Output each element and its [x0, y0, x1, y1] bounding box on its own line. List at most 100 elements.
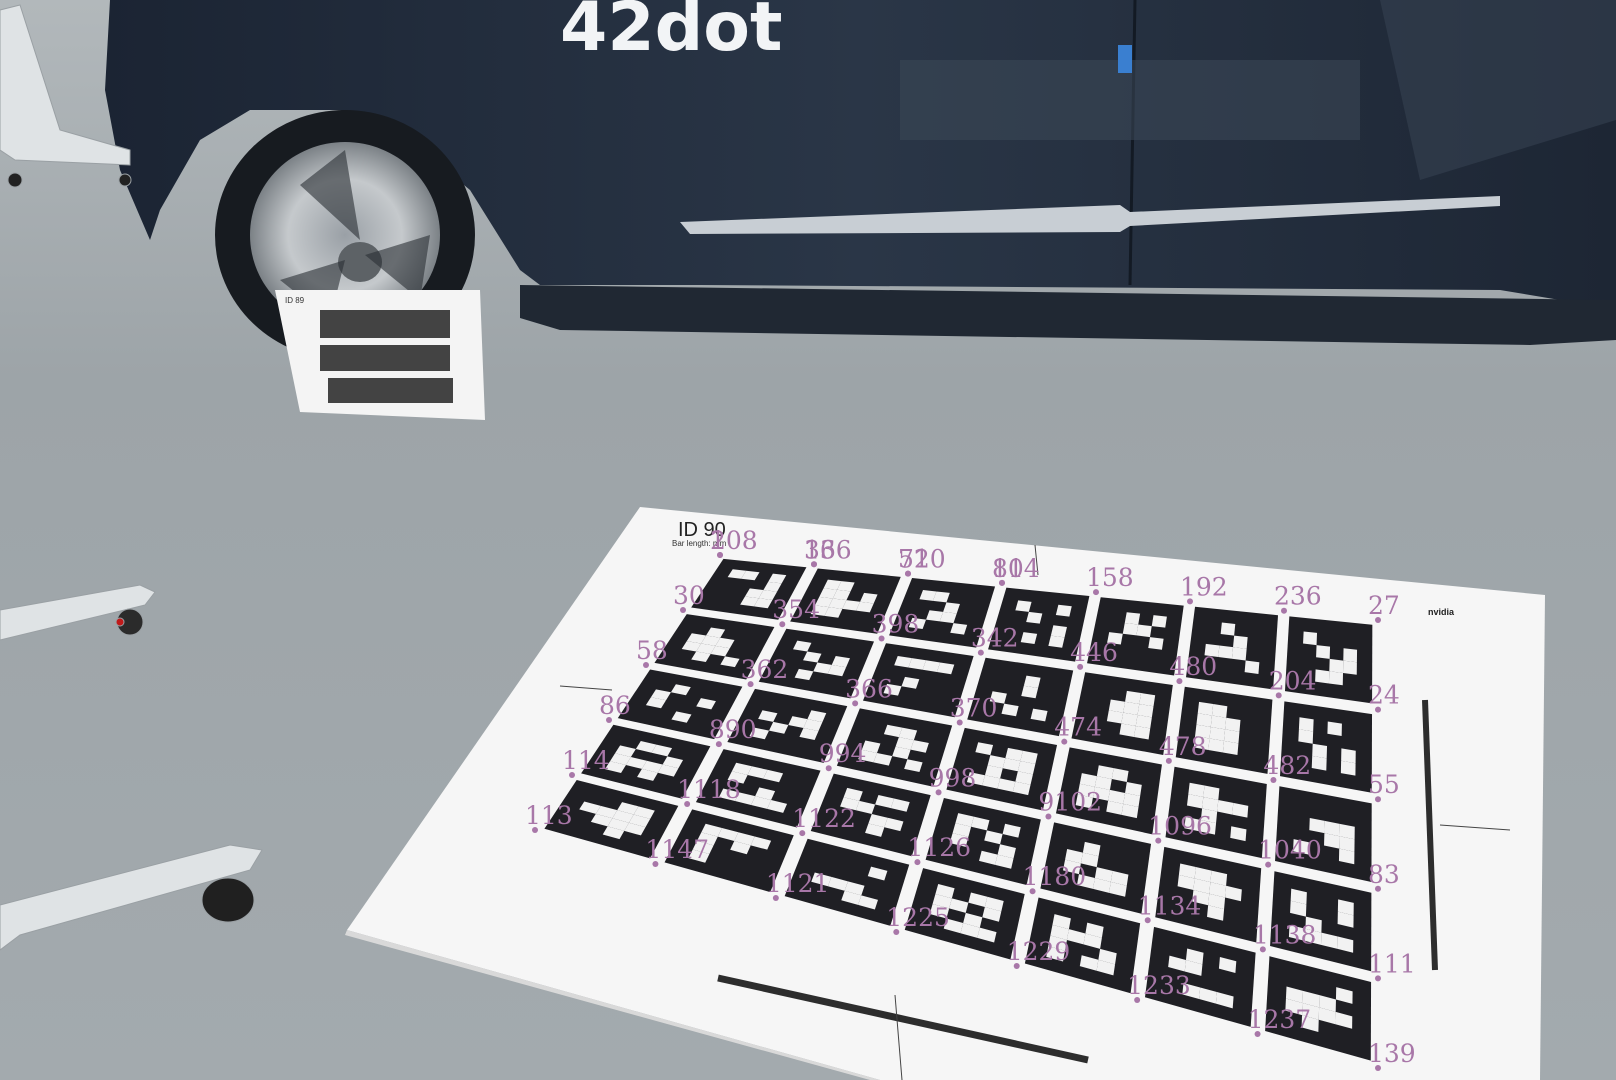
marker-cell — [1207, 905, 1225, 921]
marker-cell — [1337, 936, 1354, 953]
corner-label: 1134 — [1138, 891, 1202, 920]
corner-dot — [1165, 757, 1172, 764]
corner-dot — [825, 765, 832, 772]
marker-cell — [1184, 816, 1201, 832]
corner-dot — [1029, 888, 1036, 895]
marker-cell — [1231, 647, 1247, 661]
marker-cell — [1136, 624, 1152, 638]
marker-cell — [1052, 914, 1071, 930]
marker-cell — [1210, 715, 1227, 730]
marker-cell — [1015, 600, 1032, 612]
marker-cell — [1244, 660, 1260, 675]
marker-cell — [1121, 712, 1138, 726]
corner-dot — [717, 552, 723, 558]
marker-cell — [979, 850, 998, 865]
marker-cell — [734, 832, 755, 846]
corner-dot — [1254, 1031, 1261, 1037]
corner-label: 1096 — [1148, 812, 1212, 841]
marker-cell — [1329, 658, 1344, 673]
marker-cell — [842, 600, 861, 611]
corner-dot — [1375, 975, 1381, 982]
marker-cell — [813, 662, 832, 674]
marker-cell — [883, 724, 903, 738]
corner-dot — [1375, 617, 1381, 623]
marker-cell — [884, 817, 904, 832]
marker-cell — [1082, 841, 1101, 857]
marker-cell — [1188, 782, 1205, 798]
marker-cell — [1218, 645, 1234, 659]
marker-cell — [662, 756, 684, 769]
corner-label: 1225 — [886, 903, 950, 932]
board-marker-grid — [544, 558, 1373, 1061]
marker-cell — [1218, 957, 1237, 974]
marker-cell — [1217, 799, 1234, 815]
marker-cell — [828, 598, 847, 609]
marker-cell — [960, 923, 980, 938]
marker-cell — [895, 737, 914, 750]
marker-cell — [1066, 929, 1086, 945]
marker-cell — [873, 752, 893, 766]
marker-cell — [1075, 794, 1093, 809]
marker-cell — [1168, 955, 1186, 972]
car — [105, 0, 1616, 345]
corner-label: 139 — [1368, 1039, 1416, 1068]
corner-label: 236 — [1274, 582, 1322, 611]
marker-cell — [637, 768, 658, 781]
marker-cell — [749, 727, 770, 740]
marker-cell — [1302, 1002, 1320, 1020]
marker-cell — [1148, 637, 1164, 650]
corner-label: 482 — [1263, 751, 1311, 780]
marker-cell — [1338, 848, 1355, 865]
marker-cell — [686, 633, 707, 644]
marker-cell — [824, 607, 843, 618]
marker-cell — [1290, 900, 1307, 917]
marker-cell — [865, 823, 885, 837]
marker-cell — [1316, 645, 1331, 659]
marker-cell — [840, 797, 860, 811]
marker-cell — [807, 710, 827, 723]
marker-cell — [952, 823, 972, 837]
corner-label: 366 — [845, 674, 893, 703]
corner-label: 354 — [772, 595, 820, 624]
marker-cell — [997, 844, 1016, 859]
marker-cell — [595, 805, 618, 819]
marker-cell — [1192, 889, 1210, 906]
marker-cell — [844, 881, 865, 896]
corner-label: 86 — [599, 691, 631, 720]
marker-cell — [692, 840, 714, 855]
marker-cell — [1215, 992, 1234, 1009]
corner-label: 1147 — [645, 835, 709, 864]
corner-dot — [878, 635, 885, 642]
marker-cell — [810, 605, 829, 616]
marker-cell — [943, 918, 964, 934]
marker-cell — [590, 813, 613, 827]
marker-cell — [1202, 797, 1219, 812]
marker-cell — [1339, 836, 1355, 852]
corner-label: 24 — [1368, 681, 1400, 710]
marker-cell — [814, 596, 833, 608]
marker-cell — [718, 788, 740, 802]
marker-cell — [1062, 859, 1081, 875]
marker-cell — [1076, 874, 1095, 889]
corner-dot — [1013, 963, 1020, 969]
marker-cell — [706, 627, 726, 638]
marker-cell — [1083, 933, 1102, 949]
marker-cell — [657, 764, 679, 777]
marker-cell — [987, 755, 1006, 769]
marker-cell — [1301, 1015, 1319, 1032]
marker-cell — [936, 662, 955, 675]
corner-dot — [1045, 813, 1052, 820]
marker-cell — [1343, 660, 1357, 675]
marker-cell — [1094, 867, 1113, 882]
corner-dot — [1281, 607, 1287, 614]
marker-cell — [1093, 878, 1111, 893]
marker-cell — [607, 818, 629, 831]
marker-cell — [1337, 911, 1354, 928]
marker-cell — [1107, 632, 1123, 645]
aruco-marker — [758, 628, 875, 699]
marker-cell — [604, 761, 626, 774]
corner-dot — [772, 895, 779, 901]
aruco-marker — [664, 809, 794, 893]
marker-cell — [1134, 725, 1151, 740]
